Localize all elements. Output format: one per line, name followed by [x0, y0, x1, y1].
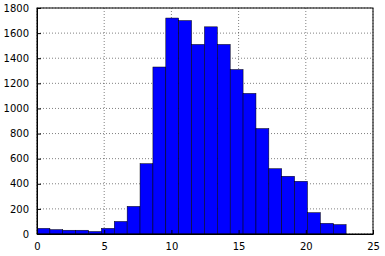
bar [127, 206, 140, 234]
tick: 5 [102, 230, 108, 252]
bar [37, 228, 50, 234]
bar [114, 221, 127, 234]
plot: 0 5 10 15 20 25 0 200 400 600 800 1000 1200 1400 1600 1… [4, 3, 380, 252]
tick: 400 [10, 178, 41, 189]
tick-label: 1600 [4, 28, 29, 39]
tick: 10 [166, 230, 179, 252]
tick-mark [306, 230, 307, 234]
bar [140, 164, 153, 234]
tick: 1200 [4, 78, 41, 89]
tick-label: 600 [10, 153, 29, 164]
tick-label: 400 [10, 178, 29, 189]
tick-mark [37, 58, 41, 59]
tick: 1000 [4, 103, 41, 114]
bar [50, 230, 63, 234]
tick-mark [37, 209, 41, 210]
bar [217, 44, 230, 234]
bar [295, 181, 308, 234]
bar [153, 67, 166, 234]
tick: 1400 [4, 53, 41, 64]
tick-mark [37, 184, 41, 185]
tick-mark [37, 159, 41, 160]
y-axis: 0 200 400 600 800 1000 1200 1400 1600 1800 [4, 3, 41, 240]
bar [320, 223, 333, 234]
tick-label: 0 [34, 241, 40, 252]
tick-mark [37, 134, 41, 135]
bar [76, 230, 89, 234]
x-axis: 0 5 10 15 20 25 [34, 230, 380, 252]
tick-label: 10 [166, 241, 179, 252]
tick-label: 5 [102, 241, 108, 252]
tick-mark [104, 230, 105, 234]
bar [179, 21, 192, 234]
tick-mark [171, 230, 172, 234]
tick-mark [239, 230, 240, 234]
bar [63, 230, 76, 234]
bar [204, 27, 217, 234]
tick: 1800 [4, 3, 41, 14]
bar [192, 44, 205, 234]
tick-label: 20 [300, 241, 313, 252]
bar [243, 93, 256, 234]
bar [269, 169, 282, 234]
bar [307, 213, 320, 234]
tick: 200 [10, 204, 41, 215]
tick: 15 [233, 230, 246, 252]
chart: 0 5 10 15 20 25 0 200 400 600 800 1000 1200 1400 1600 1… [0, 0, 385, 256]
tick: 20 [300, 230, 313, 252]
bar [101, 228, 114, 234]
tick-label: 0 [23, 229, 29, 240]
tick-label: 1200 [4, 78, 29, 89]
bar [166, 18, 179, 234]
tick-mark [37, 33, 41, 34]
tick: 800 [10, 128, 41, 139]
tick-mark [37, 83, 41, 84]
tick-label: 25 [367, 241, 380, 252]
tick-mark [37, 108, 41, 109]
grid [37, 8, 373, 234]
tick: 600 [10, 153, 41, 164]
bar [256, 129, 269, 234]
tick: 1600 [4, 28, 41, 39]
tick-label: 200 [10, 204, 29, 215]
bars [37, 18, 346, 234]
bar [333, 225, 346, 234]
tick-label: 1800 [4, 3, 29, 14]
tick-label: 1400 [4, 53, 29, 64]
tick-label: 1000 [4, 103, 29, 114]
tick-label: 800 [10, 128, 29, 139]
tick-label: 15 [233, 241, 246, 252]
grid-line [104, 8, 105, 234]
bar [230, 70, 243, 234]
bar [282, 176, 295, 234]
frame [37, 8, 373, 234]
